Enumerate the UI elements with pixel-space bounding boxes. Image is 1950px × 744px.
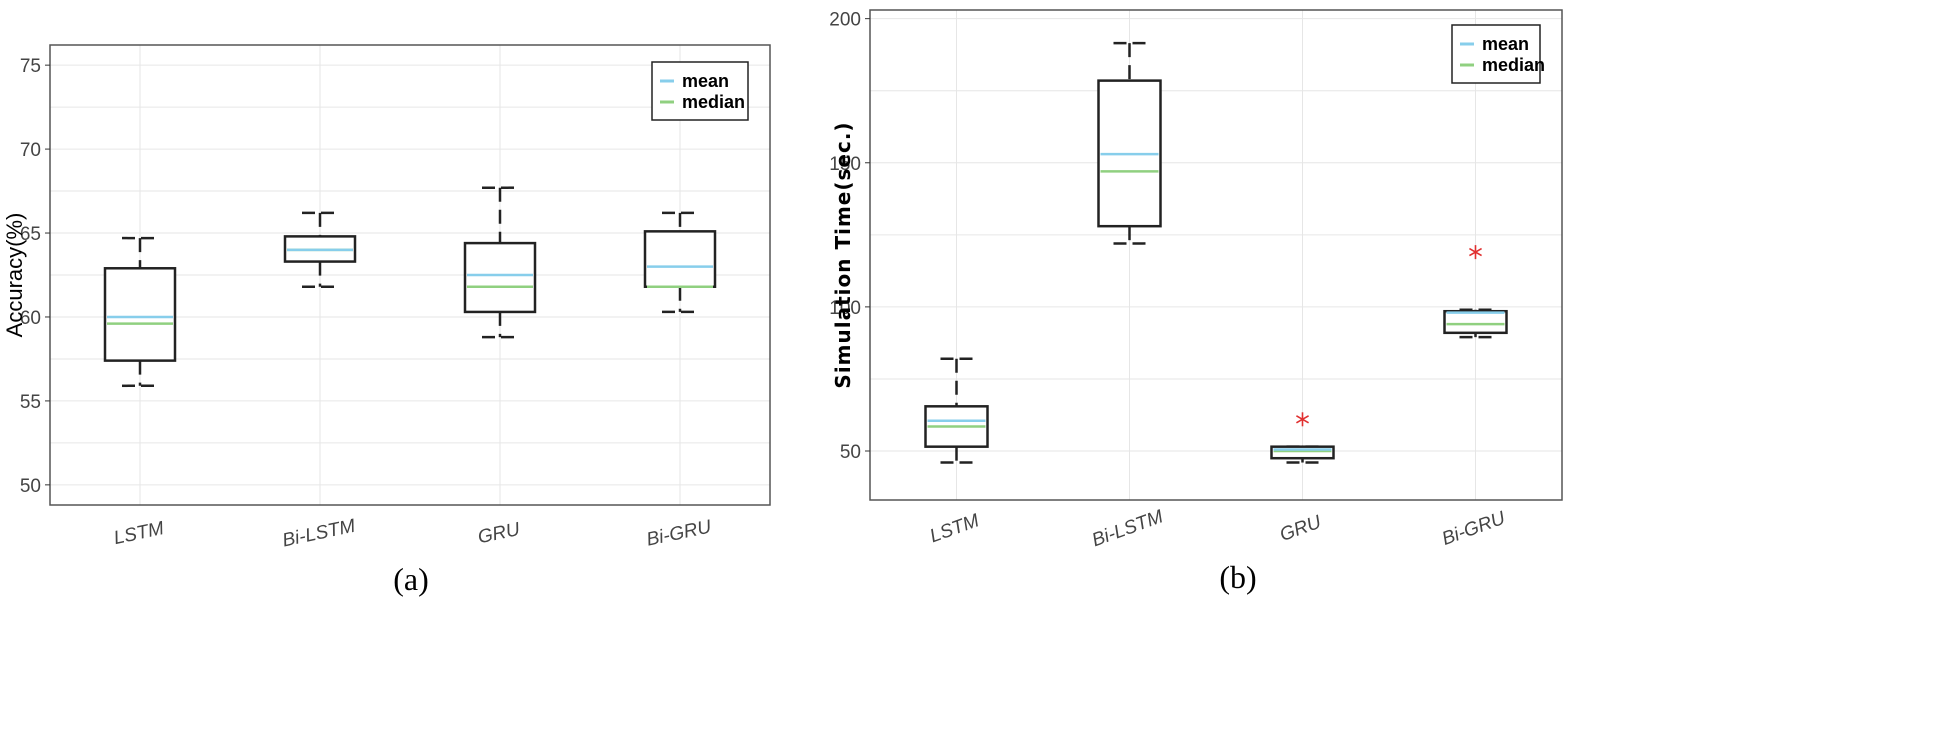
box-gru	[1270, 445, 1335, 460]
y-tick-label: 60	[20, 308, 41, 329]
x-tick-label-bi-gru: Bi-GRU	[1439, 508, 1508, 550]
y-tick-label: 150	[829, 154, 861, 175]
y-tick-label: 50	[840, 442, 861, 463]
figure-caption: (b)	[1219, 559, 1256, 595]
legend-label-mean: mean	[682, 71, 729, 91]
legend-label-mean: mean	[1482, 34, 1529, 54]
accuracy-boxplot: 50 55 60 65 70 75 Accuracy(%) LSTM Bi-LSTM GRU Bi-…	[2, 44, 771, 597]
box-lstm	[103, 267, 177, 362]
y-tick-label: 75	[20, 56, 41, 77]
y-tick-label: 70	[20, 140, 41, 161]
x-tick-label-bi-lstm: Bi-LSTM	[281, 516, 358, 552]
x-tick-label-bi-gru: Bi-GRU	[645, 516, 714, 550]
y-axis-title: Simulation Time(sec.)	[831, 121, 855, 388]
plot-frame	[869, 9, 1563, 501]
x-tick-label-lstm: LSTM	[112, 518, 166, 549]
y-tick-label: 50	[20, 476, 41, 497]
legend-box	[651, 61, 749, 121]
plot-frame	[49, 44, 771, 506]
outlier-point-bi-gru	[1469, 245, 1482, 260]
x-tick-label-gru: GRU	[1277, 512, 1324, 546]
y-tick-label: 100	[829, 298, 861, 319]
simulation-time-boxplot: 50 100 150 200 Simulation Time(sec.) LSTM Bi-L…	[829, 9, 1563, 595]
legend-box	[1451, 24, 1541, 84]
legend-label-median: median	[682, 92, 745, 112]
y-tick-label: 200	[829, 10, 861, 31]
box-gru	[463, 241, 537, 314]
outlier-point-gru	[1296, 412, 1309, 427]
x-tick-label-bi-lstm: Bi-LSTM	[1089, 506, 1166, 551]
y-tick-label: 65	[20, 224, 41, 245]
legend-label-median: median	[1482, 55, 1545, 75]
x-tick-label-lstm: LSTM	[927, 510, 982, 547]
box-bi-gru	[1443, 309, 1508, 335]
x-tick-label-gru: GRU	[476, 519, 522, 548]
y-axis-title: Accuracy(%)	[2, 213, 27, 338]
box-bi-gru	[643, 230, 717, 289]
y-tick-label: 55	[20, 392, 41, 413]
figure-caption: (a)	[393, 561, 429, 597]
